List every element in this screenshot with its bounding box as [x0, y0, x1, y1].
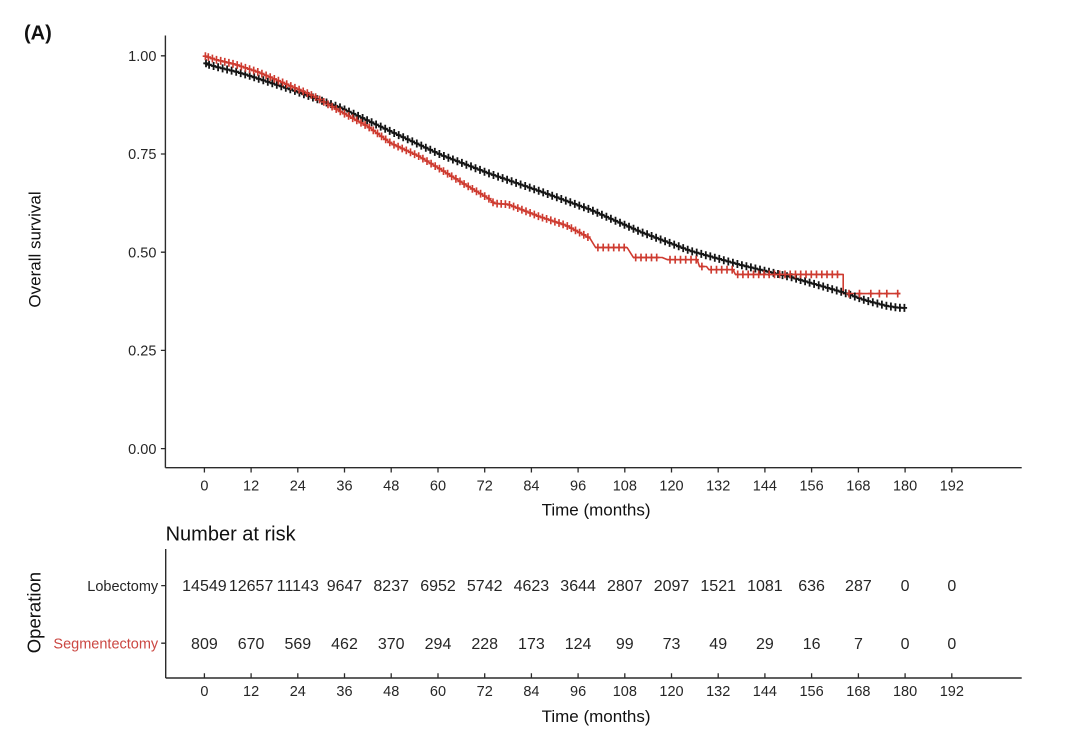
svg-text:9647: 9647 [327, 578, 363, 595]
svg-text:24: 24 [290, 684, 306, 700]
svg-text:5742: 5742 [467, 578, 503, 595]
svg-text:Time (months): Time (months) [542, 501, 651, 520]
svg-text:60: 60 [430, 479, 446, 495]
svg-text:294: 294 [425, 636, 452, 653]
svg-text:636: 636 [798, 578, 825, 595]
svg-text:0: 0 [901, 636, 910, 653]
svg-text:49: 49 [709, 636, 727, 653]
svg-text:124: 124 [565, 636, 592, 653]
svg-text:Segmentectomy: Segmentectomy [53, 636, 159, 652]
svg-text:Number at risk: Number at risk [166, 523, 297, 545]
svg-text:99: 99 [616, 636, 634, 653]
svg-text:809: 809 [191, 636, 218, 653]
svg-text:6952: 6952 [420, 578, 456, 595]
svg-text:96: 96 [570, 684, 586, 700]
svg-text:96: 96 [570, 479, 586, 495]
svg-text:0.50: 0.50 [128, 245, 156, 261]
svg-text:108: 108 [613, 684, 637, 700]
svg-text:Time (months): Time (months) [542, 707, 651, 726]
svg-text:84: 84 [523, 479, 539, 495]
svg-text:60: 60 [430, 684, 446, 700]
svg-text:108: 108 [613, 479, 637, 495]
svg-text:156: 156 [799, 684, 823, 700]
svg-text:180: 180 [893, 684, 917, 700]
svg-text:0.75: 0.75 [128, 147, 156, 163]
svg-text:72: 72 [477, 479, 493, 495]
svg-text:7: 7 [854, 636, 863, 653]
svg-text:192: 192 [940, 684, 964, 700]
svg-text:11143: 11143 [277, 578, 319, 595]
svg-text:2097: 2097 [654, 578, 690, 595]
svg-text:670: 670 [238, 636, 265, 653]
svg-text:Overall survival: Overall survival [26, 191, 45, 307]
svg-text:0: 0 [947, 636, 956, 653]
svg-text:2807: 2807 [607, 578, 643, 595]
svg-text:120: 120 [659, 479, 683, 495]
svg-text:144: 144 [753, 684, 777, 700]
svg-text:48: 48 [383, 684, 399, 700]
svg-text:0: 0 [901, 578, 910, 595]
svg-text:29: 29 [756, 636, 774, 653]
svg-text:12: 12 [243, 479, 259, 495]
svg-text:36: 36 [336, 684, 352, 700]
svg-text:569: 569 [284, 636, 311, 653]
svg-text:228: 228 [471, 636, 498, 653]
svg-text:168: 168 [846, 479, 870, 495]
svg-text:0: 0 [947, 578, 956, 595]
svg-text:144: 144 [753, 479, 777, 495]
svg-text:0: 0 [200, 684, 208, 700]
svg-text:192: 192 [940, 479, 964, 495]
svg-text:370: 370 [378, 636, 405, 653]
svg-text:0: 0 [200, 479, 208, 495]
svg-text:3644: 3644 [560, 578, 596, 595]
svg-text:462: 462 [331, 636, 358, 653]
svg-text:8237: 8237 [373, 578, 409, 595]
svg-text:Lobectomy: Lobectomy [87, 579, 159, 595]
svg-text:(A): (A) [24, 23, 52, 45]
svg-text:168: 168 [846, 684, 870, 700]
svg-text:1521: 1521 [700, 578, 736, 595]
svg-text:156: 156 [799, 479, 823, 495]
svg-text:1081: 1081 [747, 578, 783, 595]
svg-text:72: 72 [477, 684, 493, 700]
svg-text:0.25: 0.25 [128, 344, 156, 360]
svg-text:180: 180 [893, 479, 917, 495]
svg-text:84: 84 [523, 684, 539, 700]
svg-text:132: 132 [706, 479, 730, 495]
svg-text:173: 173 [518, 636, 545, 653]
svg-text:73: 73 [663, 636, 681, 653]
svg-text:24: 24 [290, 479, 306, 495]
svg-text:287: 287 [845, 578, 872, 595]
svg-text:Operation: Operation [24, 572, 45, 653]
svg-text:120: 120 [659, 684, 683, 700]
svg-text:36: 36 [336, 479, 352, 495]
svg-text:0.00: 0.00 [128, 442, 156, 458]
svg-text:12: 12 [243, 684, 259, 700]
svg-text:1.00: 1.00 [128, 49, 156, 65]
svg-text:48: 48 [383, 479, 399, 495]
svg-text:16: 16 [803, 636, 821, 653]
svg-text:132: 132 [706, 684, 730, 700]
svg-text:12657: 12657 [229, 578, 274, 595]
svg-text:4623: 4623 [514, 578, 550, 595]
svg-text:14549: 14549 [182, 578, 227, 595]
